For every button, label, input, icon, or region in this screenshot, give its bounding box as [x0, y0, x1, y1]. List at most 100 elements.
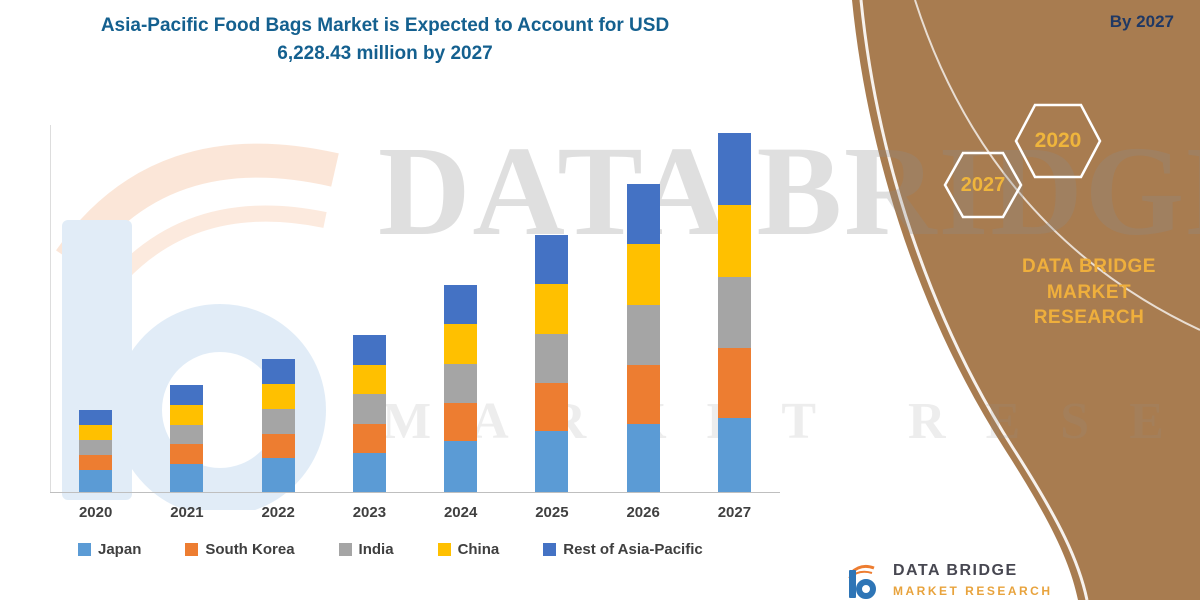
hexagon-2020: 2020 — [1013, 102, 1103, 180]
bar-segment-china — [535, 284, 569, 334]
legend-item-china: China — [437, 541, 500, 558]
bar-segment-china — [352, 364, 386, 395]
legend-label-south-korea: South Korea — [205, 541, 295, 558]
bar-column-2024: 2024 — [415, 125, 506, 525]
legend-item-japan: Japan — [78, 541, 141, 558]
chart-title: Asia-Pacific Food Bags Market is Expecte… — [70, 12, 700, 67]
legend-label-india: India — [358, 541, 394, 558]
bar-segment-rest-of-asia-pacific — [626, 183, 660, 245]
bar-segment-rest-of-asia-pacific — [444, 285, 478, 325]
hexagon-outline-icon — [943, 151, 1023, 219]
bar-segment-japan — [261, 458, 295, 493]
bar-segment-india — [444, 363, 478, 403]
watermark-text-line1: DATA BRIDGE — [378, 120, 1200, 262]
hexagon-outline-icon — [1014, 103, 1102, 179]
bar-segment-japan — [626, 423, 660, 493]
hexagon-2027-label: 2027 — [960, 173, 1006, 196]
legend-swatch-india — [338, 543, 352, 556]
bar-segment-india — [717, 276, 751, 349]
bar-segment-rest-of-asia-pacific — [170, 384, 204, 405]
legend-label-japan: Japan — [98, 541, 142, 558]
legend-item-india: India — [338, 541, 394, 558]
data-bridge-logo-icon — [848, 564, 876, 599]
swoosh-edge-line — [859, 0, 1089, 600]
footer-text: DATA BRIDGE MARKET RESEARCH — [893, 562, 1053, 598]
x-axis-label-2021: 2021 — [170, 504, 204, 521]
y-axis-line — [50, 125, 51, 493]
bar-segment-south-korea — [717, 348, 751, 418]
by-year-text: By 2027 — [1109, 12, 1174, 31]
x-axis-label-2023: 2023 — [352, 504, 387, 521]
legend-item-south-korea: South Korea — [185, 541, 295, 558]
footer-sub: MARKET RESEARCH — [893, 584, 1053, 598]
bar-column-2020: 2020 — [50, 125, 141, 525]
bar-segment-india — [79, 439, 113, 455]
bar-segment-rest-of-asia-pacific — [79, 409, 113, 425]
bar-segment-japan — [535, 430, 569, 493]
watermark-text-line2: MARKET RESEARCH — [382, 393, 1200, 450]
bar-segment-south-korea — [261, 434, 295, 459]
bar-segment-japan — [170, 464, 204, 493]
bar-stack — [79, 409, 113, 493]
bar-segment-india — [261, 409, 295, 435]
bar-segment-japan — [352, 452, 386, 493]
stacked-bar-chart: 2020 2021 2022 2023 2024 2025 2026 2027 — [50, 125, 780, 525]
chart-title-line2: 6,228.43 million by 2027 — [277, 42, 493, 64]
bar-column-2023: 2023 — [324, 125, 415, 525]
panel-brand-line1: DATA BRIDGE MARKET — [1022, 256, 1156, 303]
hexagon-2020-label: 2020 — [1034, 129, 1082, 152]
bar-segment-south-korea — [170, 444, 204, 465]
legend-swatch-rest-of-asia-pacific — [543, 543, 557, 556]
hexagon-2027: 2027 — [943, 150, 1023, 220]
footer-brand: DATA BRIDGE — [893, 562, 1018, 579]
legend-label-rest-of-asia-pacific: Rest of Asia-Pacific — [563, 541, 703, 558]
bar-segment-south-korea — [79, 454, 113, 470]
bar-segment-india — [170, 424, 204, 445]
bar-stack — [717, 133, 751, 493]
bar-segment-rest-of-asia-pacific — [717, 133, 751, 206]
bar-stack — [170, 384, 204, 493]
bar-segment-south-korea — [352, 423, 386, 453]
chart-title-line1: Asia-Pacific Food Bags Market is Expecte… — [100, 15, 670, 36]
bar-segment-china — [261, 384, 295, 410]
legend-label-china: China — [457, 541, 500, 558]
x-axis-label-2024: 2024 — [443, 504, 478, 521]
bar-segment-china — [79, 424, 113, 440]
bar-segment-south-korea — [626, 364, 660, 424]
bar-stack — [535, 235, 569, 493]
bar-segment-india — [535, 333, 569, 383]
footer-logo-block: DATA BRIDGE MARKET RESEARCH — [843, 562, 1053, 600]
x-axis-label-2020: 2020 — [78, 504, 113, 521]
bar-segment-japan — [717, 417, 751, 493]
panel-brand-text: DATA BRIDGE MARKET RESEARCH — [983, 254, 1195, 331]
legend-swatch-china — [437, 543, 451, 556]
bar-column-2021: 2021 — [141, 125, 232, 525]
panel-brand-line2: RESEARCH — [1033, 307, 1145, 329]
bar-segment-south-korea — [535, 382, 569, 431]
x-axis-label-2022: 2022 — [261, 504, 295, 521]
x-axis-label-2026: 2026 — [626, 504, 660, 521]
bar-stack — [626, 183, 660, 493]
legend-item-rest-of-asia-pacific: Rest of Asia-Pacific — [543, 541, 703, 558]
bar-segment-rest-of-asia-pacific — [261, 359, 295, 385]
plot-columns: 2020 2021 2022 2023 2024 2025 2026 2027 — [50, 125, 780, 525]
bar-segment-japan — [79, 469, 113, 493]
x-axis-label-2027: 2027 — [717, 504, 752, 521]
bar-segment-china — [444, 324, 478, 364]
bar-segment-rest-of-asia-pacific — [352, 335, 386, 365]
bar-segment-japan — [444, 441, 478, 493]
swoosh-fill — [852, 0, 1200, 600]
legend-swatch-japan — [78, 543, 91, 556]
bar-column-2026: 2026 — [598, 125, 689, 525]
bar-segment-india — [352, 394, 386, 424]
bar-column-2025: 2025 — [506, 125, 597, 525]
x-axis-line — [50, 492, 780, 493]
bar-segment-rest-of-asia-pacific — [535, 235, 569, 285]
bar-stack — [261, 359, 295, 493]
bar-segment-india — [626, 304, 660, 365]
bar-segment-china — [717, 205, 751, 277]
bar-column-2027: 2027 — [689, 125, 780, 525]
bar-segment-china — [170, 404, 204, 425]
bar-stack — [444, 285, 478, 493]
